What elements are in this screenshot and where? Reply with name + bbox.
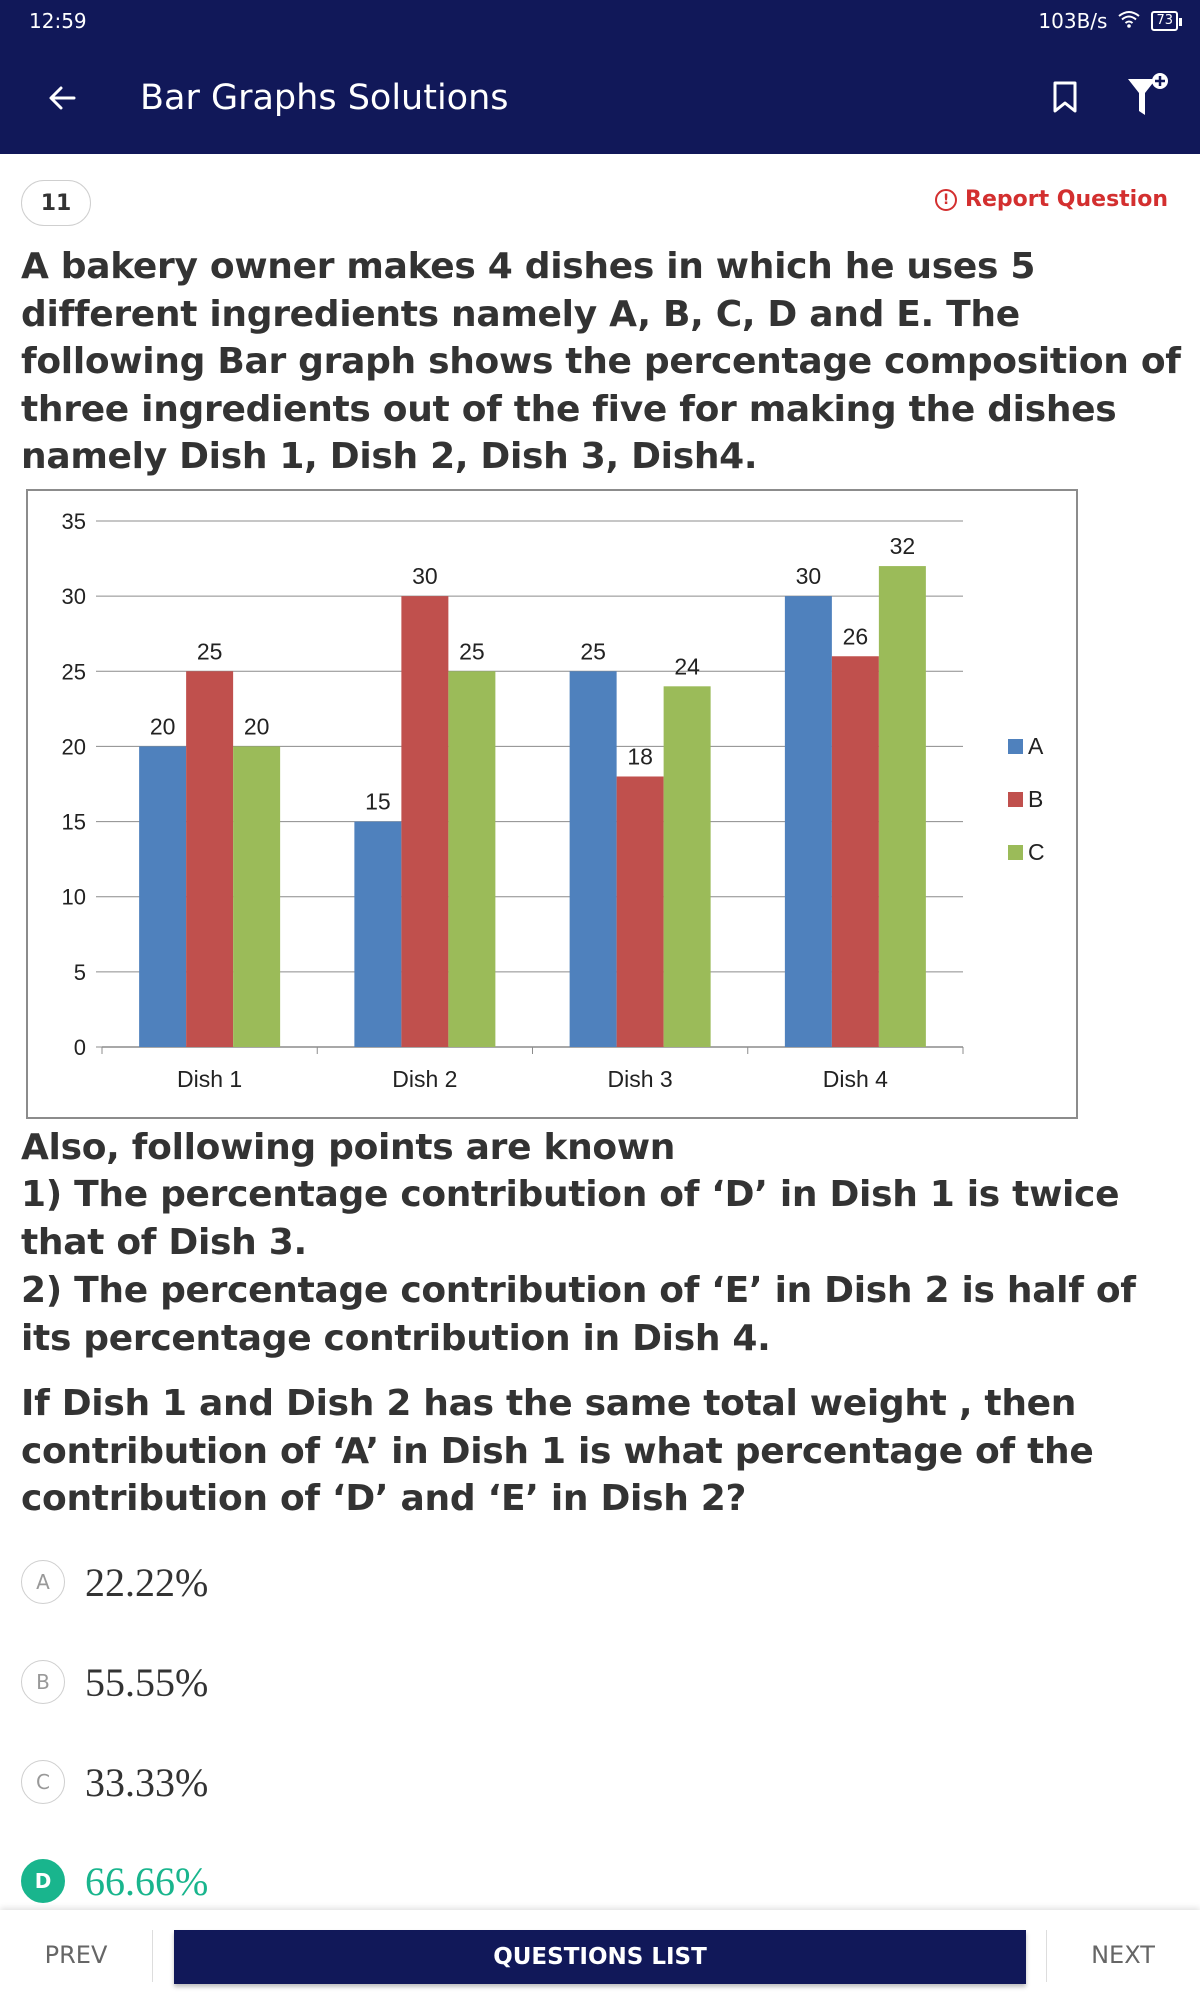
network-speed: 103B/s bbox=[1038, 9, 1108, 33]
option-c[interactable]: C 33.33% bbox=[21, 1757, 821, 1807]
bar-c bbox=[878, 566, 926, 1047]
option-letter: A bbox=[21, 1560, 65, 1604]
y-tick-label: 5 bbox=[74, 960, 86, 985]
legend-label: C bbox=[1028, 839, 1045, 865]
status-time: 12:59 bbox=[29, 9, 87, 33]
y-tick-label: 25 bbox=[62, 659, 86, 684]
data-label: 25 bbox=[459, 638, 485, 664]
y-tick-label: 10 bbox=[62, 885, 86, 910]
data-label: 20 bbox=[150, 713, 176, 739]
bookmark-icon bbox=[1053, 81, 1077, 113]
y-tick-label: 0 bbox=[74, 1035, 86, 1060]
legend-swatch-a bbox=[1008, 739, 1023, 754]
bar-b bbox=[616, 776, 664, 1047]
bar-a bbox=[569, 671, 617, 1047]
y-tick-label: 15 bbox=[62, 810, 86, 835]
x-tick-label: Dish 2 bbox=[392, 1066, 457, 1092]
legend-swatch-c bbox=[1008, 845, 1023, 860]
bar-a bbox=[354, 821, 402, 1047]
data-label: 30 bbox=[796, 563, 822, 589]
legend-label: A bbox=[1028, 733, 1044, 759]
points-intro: Also, following points are known bbox=[21, 1127, 676, 1168]
bar-b bbox=[831, 656, 879, 1047]
data-label: 25 bbox=[197, 638, 223, 664]
option-d[interactable]: D 66.66% bbox=[21, 1856, 821, 1906]
page-title: Bar Graphs Solutions bbox=[140, 78, 509, 118]
next-button[interactable]: NEXT bbox=[1091, 1941, 1155, 1969]
option-text: 22.22% bbox=[85, 1559, 209, 1605]
option-text: 66.66% bbox=[85, 1858, 209, 1904]
y-tick-label: 20 bbox=[62, 734, 86, 759]
data-label: 18 bbox=[627, 743, 653, 769]
option-text: 33.33% bbox=[85, 1759, 209, 1805]
option-text: 55.55% bbox=[85, 1659, 209, 1705]
y-tick-label: 30 bbox=[62, 584, 86, 609]
bar-chart: 0 5 10 15 20 25 30 35 Dish 1 20 25 20 Dish 2 15 30 25 Di… bbox=[26, 489, 1078, 1119]
legend-swatch-b bbox=[1008, 792, 1023, 807]
divider bbox=[1046, 1930, 1047, 1982]
report-question-button[interactable]: ! Report Question bbox=[935, 187, 1168, 212]
status-bar: 12:59 103B/s 73 bbox=[0, 0, 1200, 42]
data-label: 15 bbox=[365, 789, 391, 815]
divider bbox=[152, 1930, 153, 1982]
option-letter: D bbox=[21, 1859, 65, 1903]
question-number: 11 bbox=[21, 180, 91, 226]
data-label: 30 bbox=[412, 563, 438, 589]
bar-a bbox=[784, 596, 832, 1047]
x-tick-label: Dish 4 bbox=[823, 1066, 888, 1092]
bottom-nav: PREV QUESTIONS LIST NEXT bbox=[0, 1910, 1200, 2000]
chart-svg: 0 5 10 15 20 25 30 35 Dish 1 20 25 20 Dish 2 15 30 25 Di… bbox=[62, 509, 1045, 1092]
option-a[interactable]: A 22.22% bbox=[21, 1557, 821, 1607]
bar-a bbox=[139, 746, 187, 1047]
bar-c bbox=[663, 686, 711, 1047]
bar-b bbox=[186, 671, 234, 1047]
filter-button[interactable] bbox=[1120, 68, 1176, 124]
bar-c bbox=[233, 746, 281, 1047]
bar-b bbox=[401, 596, 449, 1047]
status-indicators: 103B/s 73 bbox=[1038, 9, 1182, 33]
report-label: Report Question bbox=[965, 187, 1168, 212]
data-label: 25 bbox=[580, 638, 606, 664]
data-label: 32 bbox=[890, 533, 916, 559]
point-2: 2) The percentage contribution of ‘E’ in… bbox=[21, 1270, 1136, 1359]
option-letter: B bbox=[21, 1660, 65, 1704]
y-tick-label: 35 bbox=[62, 509, 86, 534]
battery-icon: 73 bbox=[1151, 11, 1182, 31]
option-letter: C bbox=[21, 1760, 65, 1804]
prev-button[interactable]: PREV bbox=[44, 1941, 108, 1969]
question-text: A bakery owner makes 4 dishes in which h… bbox=[21, 246, 1181, 477]
x-tick-label: Dish 1 bbox=[177, 1066, 242, 1092]
data-label: 20 bbox=[244, 713, 270, 739]
point-1: 1) The percentage contribution of ‘D’ in… bbox=[21, 1174, 1120, 1263]
filter-plus-icon bbox=[1128, 73, 1168, 115]
back-button[interactable] bbox=[34, 70, 90, 126]
bar-c bbox=[448, 671, 496, 1047]
data-label: 26 bbox=[843, 623, 869, 649]
question-prompt: If Dish 1 and Dish 2 has the same total … bbox=[21, 1383, 1094, 1519]
legend-label: B bbox=[1028, 786, 1043, 812]
bookmark-button[interactable] bbox=[1040, 72, 1090, 122]
app-bar: Bar Graphs Solutions bbox=[0, 42, 1200, 154]
alert-circle-icon: ! bbox=[935, 188, 958, 211]
data-label: 24 bbox=[674, 653, 700, 679]
questions-list-button[interactable]: QUESTIONS LIST bbox=[174, 1930, 1026, 1984]
wifi-icon bbox=[1117, 9, 1141, 33]
x-tick-label: Dish 3 bbox=[608, 1066, 673, 1092]
option-b[interactable]: B 55.55% bbox=[21, 1657, 821, 1707]
arrow-left-icon bbox=[49, 86, 76, 110]
